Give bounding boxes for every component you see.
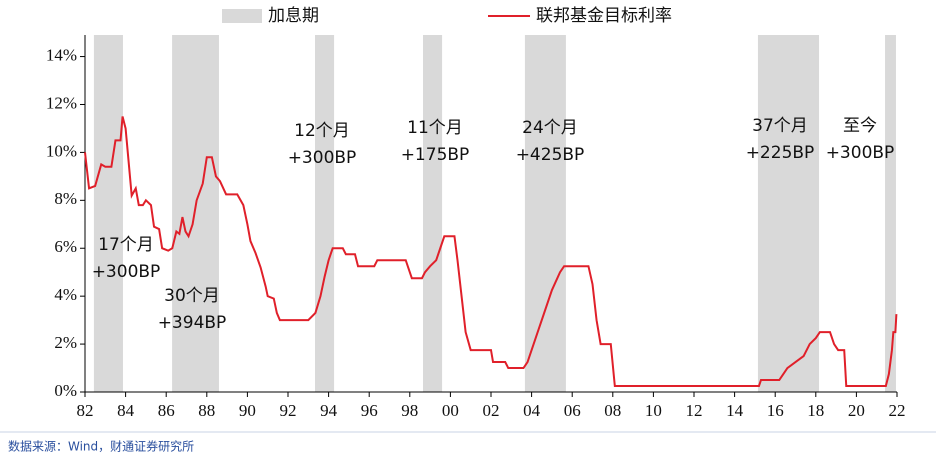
- x-tick-label: 82: [77, 401, 94, 420]
- x-tick-label: 22: [889, 401, 906, 420]
- annotation: +175BP: [401, 145, 470, 165]
- x-tick-label: 12: [686, 401, 703, 420]
- x-tick-label: 98: [401, 401, 418, 420]
- x-tick-label: 10: [645, 401, 662, 420]
- legend-label: 加息期: [268, 6, 319, 26]
- shaded-period: [172, 35, 219, 392]
- shaded-period: [314, 35, 335, 392]
- annotation: 11个月: [407, 118, 463, 138]
- legend: 加息期 联邦基金目标利率: [222, 6, 672, 26]
- x-tick-label: 90: [239, 401, 256, 420]
- x-tick-label: 08: [604, 401, 621, 420]
- shaded-period: [93, 35, 123, 392]
- x-tick-label: 06: [564, 401, 581, 420]
- x-tick-label: 96: [361, 401, 378, 420]
- annotation: +300BP: [288, 148, 357, 168]
- x-tick-label: 88: [198, 401, 215, 420]
- series-line: [84, 116, 898, 388]
- shaded-period: [885, 35, 896, 392]
- x-tick-label: 14: [726, 401, 744, 420]
- legend-label: 联邦基金目标利率: [536, 6, 672, 26]
- y-tick-label: 4%: [54, 285, 77, 304]
- y-tick-label: 6%: [54, 237, 77, 256]
- x-tick-label: 86: [158, 401, 175, 420]
- annotation: +225BP: [746, 143, 815, 163]
- x-tick-label: 94: [320, 401, 338, 420]
- x-tick-label: 00: [442, 401, 459, 420]
- x-tick-label: 84: [117, 401, 135, 420]
- annotation: 至今: [843, 116, 877, 136]
- x-tick-label: 02: [483, 401, 500, 420]
- x-tick-label: 20: [848, 401, 865, 420]
- y-tick-label: 14%: [46, 45, 77, 64]
- y-tick-label: 10%: [46, 141, 77, 160]
- y-tick-label: 0%: [54, 381, 77, 400]
- legend-swatch: [222, 9, 262, 23]
- shaded-period: [757, 35, 820, 392]
- annotation: +425BP: [516, 145, 585, 165]
- y-tick-label: 2%: [54, 333, 77, 352]
- annotation: 30个月: [164, 286, 220, 306]
- annotation: 24个月: [522, 118, 578, 138]
- shaded-period: [422, 35, 443, 392]
- source: 数据来源：Wind，财通证券研究所: [8, 439, 194, 454]
- annotation: 37个月: [752, 116, 808, 136]
- y-tick-label: 8%: [54, 189, 77, 208]
- y-tick-label: 12%: [46, 93, 77, 112]
- x-tick-label: 18: [807, 401, 824, 420]
- annotation: 12个月: [294, 121, 350, 141]
- annotation: +300BP: [92, 262, 161, 282]
- shaded-period: [524, 35, 566, 392]
- x-tick-label: 92: [280, 401, 297, 420]
- x-tick-label: 04: [523, 401, 541, 420]
- annotation: +300BP: [826, 143, 895, 163]
- annotation: 17个月: [98, 235, 154, 255]
- annotation: +394BP: [158, 313, 227, 333]
- x-tick-label: 16: [767, 401, 784, 420]
